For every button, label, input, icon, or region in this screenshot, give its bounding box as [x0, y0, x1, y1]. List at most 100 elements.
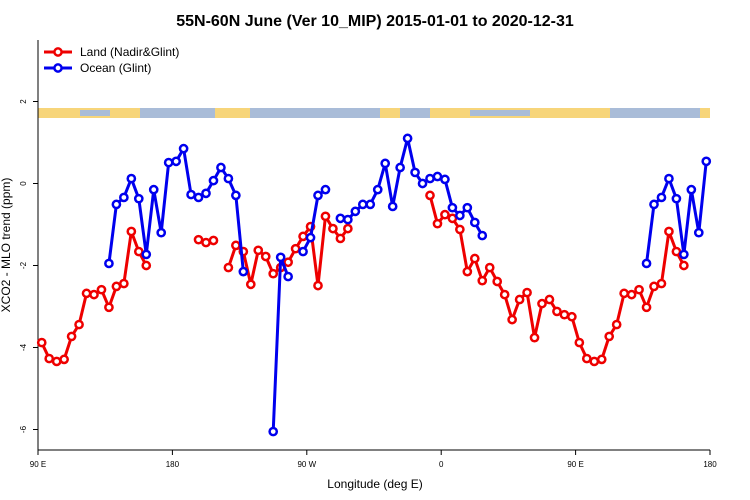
data-point	[425, 190, 435, 201]
data-point	[253, 245, 264, 256]
land-mask-strip	[38, 108, 710, 118]
ocean-patch	[610, 108, 700, 118]
data-point	[462, 202, 473, 213]
data-point	[335, 233, 346, 244]
data-point	[223, 173, 234, 184]
data-point	[126, 173, 137, 184]
data-point	[574, 337, 585, 348]
data-point	[395, 162, 405, 173]
data-point	[469, 253, 480, 264]
data-point	[201, 188, 211, 199]
data-point	[163, 157, 174, 168]
data-point	[581, 353, 592, 364]
data-point	[656, 192, 667, 203]
data-point	[425, 173, 435, 184]
data-point	[649, 281, 659, 292]
data-point	[641, 302, 652, 313]
data-point	[335, 213, 346, 224]
ocean-patch	[250, 108, 380, 118]
data-point	[611, 319, 622, 330]
data-point	[455, 210, 465, 221]
data-point	[290, 243, 301, 254]
data-point	[89, 289, 99, 300]
data-point	[387, 201, 398, 212]
x-tick-label: 0	[439, 460, 444, 469]
data-point	[96, 284, 107, 295]
data-point	[320, 211, 331, 222]
data-point	[231, 240, 241, 251]
data-point	[208, 175, 219, 186]
data-point	[402, 133, 413, 144]
data-point	[455, 224, 465, 235]
data-point	[298, 231, 308, 242]
data-point	[148, 184, 159, 195]
data-point	[260, 251, 271, 262]
data-point	[104, 258, 114, 269]
data-point	[141, 260, 152, 271]
data-point	[357, 199, 368, 210]
data-point	[679, 249, 689, 260]
data-point	[119, 278, 129, 289]
data-point	[641, 258, 652, 269]
data-point	[492, 276, 503, 287]
series-line	[40, 195, 686, 364]
data-point	[313, 280, 323, 291]
data-point	[133, 193, 144, 204]
ocean-patch	[80, 110, 110, 116]
x-tick-label: 90 E	[30, 460, 46, 469]
y-tick-label: 0	[19, 181, 28, 186]
data-point	[365, 199, 376, 210]
data-point	[589, 356, 600, 367]
data-point	[626, 289, 637, 300]
data-point	[268, 426, 279, 437]
legend-marker	[53, 63, 63, 73]
data-point	[447, 213, 458, 224]
data-point	[141, 249, 152, 260]
data-point	[484, 262, 495, 273]
data-point	[701, 156, 712, 167]
x-tick-label: 180	[703, 460, 717, 469]
data-point	[111, 199, 122, 210]
data-point	[477, 230, 488, 241]
data-point	[567, 311, 577, 322]
data-point	[507, 314, 517, 325]
ocean-patch	[140, 108, 215, 118]
data-point	[596, 354, 607, 365]
legend-marker	[53, 47, 63, 57]
data-point	[372, 184, 383, 195]
data-point	[447, 202, 458, 213]
data-point	[469, 217, 480, 228]
data-point	[529, 332, 540, 343]
data-point	[417, 178, 428, 189]
data-point	[656, 278, 667, 289]
data-point	[462, 266, 473, 277]
data-point	[432, 218, 443, 229]
data-point	[343, 223, 353, 234]
data-point	[208, 235, 219, 246]
data-point	[544, 294, 555, 305]
series-line	[107, 138, 708, 432]
data-point	[664, 173, 674, 184]
data-point	[51, 356, 62, 367]
x-tick-label: 90 E	[567, 460, 583, 469]
data-point	[171, 156, 181, 167]
data-point	[66, 331, 77, 342]
chart-title: 55N-60N June (Ver 10_MIP) 2015-01-01 to …	[176, 13, 574, 30]
y-axis-label: XCO2 - MLO trend (ppm)	[0, 178, 13, 313]
y-tick-label: -6	[19, 425, 28, 433]
data-point	[328, 223, 338, 234]
data-point	[119, 192, 129, 203]
legend-label: Land (Nadir&Glint)	[80, 45, 179, 59]
data-point	[634, 284, 644, 295]
y-tick-label: 2	[19, 99, 28, 104]
data-point	[679, 260, 689, 271]
y-tick-label: -4	[19, 343, 28, 351]
x-tick-label: 90 W	[297, 460, 316, 469]
data-point	[193, 192, 204, 203]
data-point	[245, 279, 256, 290]
data-point	[343, 214, 353, 225]
data-point	[440, 209, 450, 220]
data-point	[36, 337, 47, 348]
data-point	[133, 246, 144, 257]
